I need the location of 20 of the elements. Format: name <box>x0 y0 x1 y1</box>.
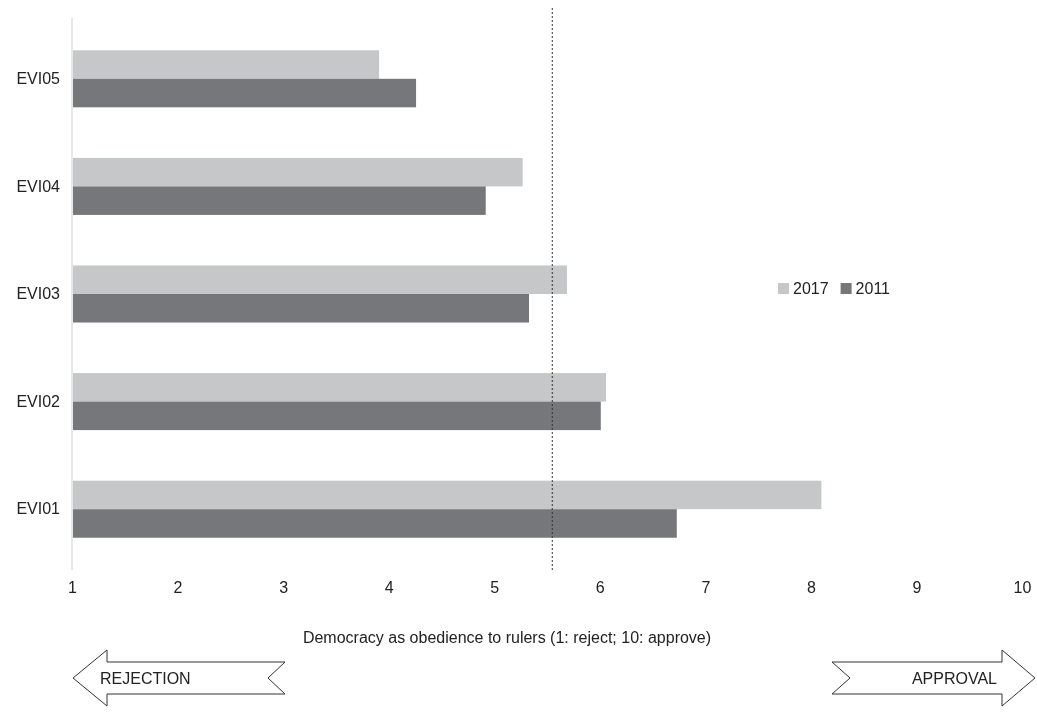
text: REJECTION <box>100 670 191 687</box>
x-tick-label: 8 <box>806 579 816 597</box>
text: APPROVAL <box>911 670 998 687</box>
x-tick-label: 9 <box>912 579 922 597</box>
y-tick-label: EVI01 <box>16 500 61 518</box>
y-tick-label: EVI02 <box>16 392 61 410</box>
x-tick-label: 6 <box>595 579 605 597</box>
x-tick-label: 3 <box>279 579 289 597</box>
y-tick-label: EVI04 <box>16 177 61 195</box>
x-axis-title: Democracy as obedience to rulers (1: reject; 10: approve) <box>302 629 712 646</box>
legend-label: 2011 <box>855 280 891 297</box>
x-tick-label: 2 <box>173 579 183 597</box>
y-tick-label: EVI03 <box>16 285 61 303</box>
x-tick-label: 1 <box>68 579 78 597</box>
x-tick-label: 7 <box>701 579 711 597</box>
y-tick-label: EVI05 <box>16 69 61 87</box>
x-tick-label: 5 <box>490 579 500 597</box>
legend-label: 2017 <box>793 280 829 297</box>
x-tick-label: 4 <box>384 579 394 597</box>
x-tick-label: 10 <box>1013 579 1032 597</box>
